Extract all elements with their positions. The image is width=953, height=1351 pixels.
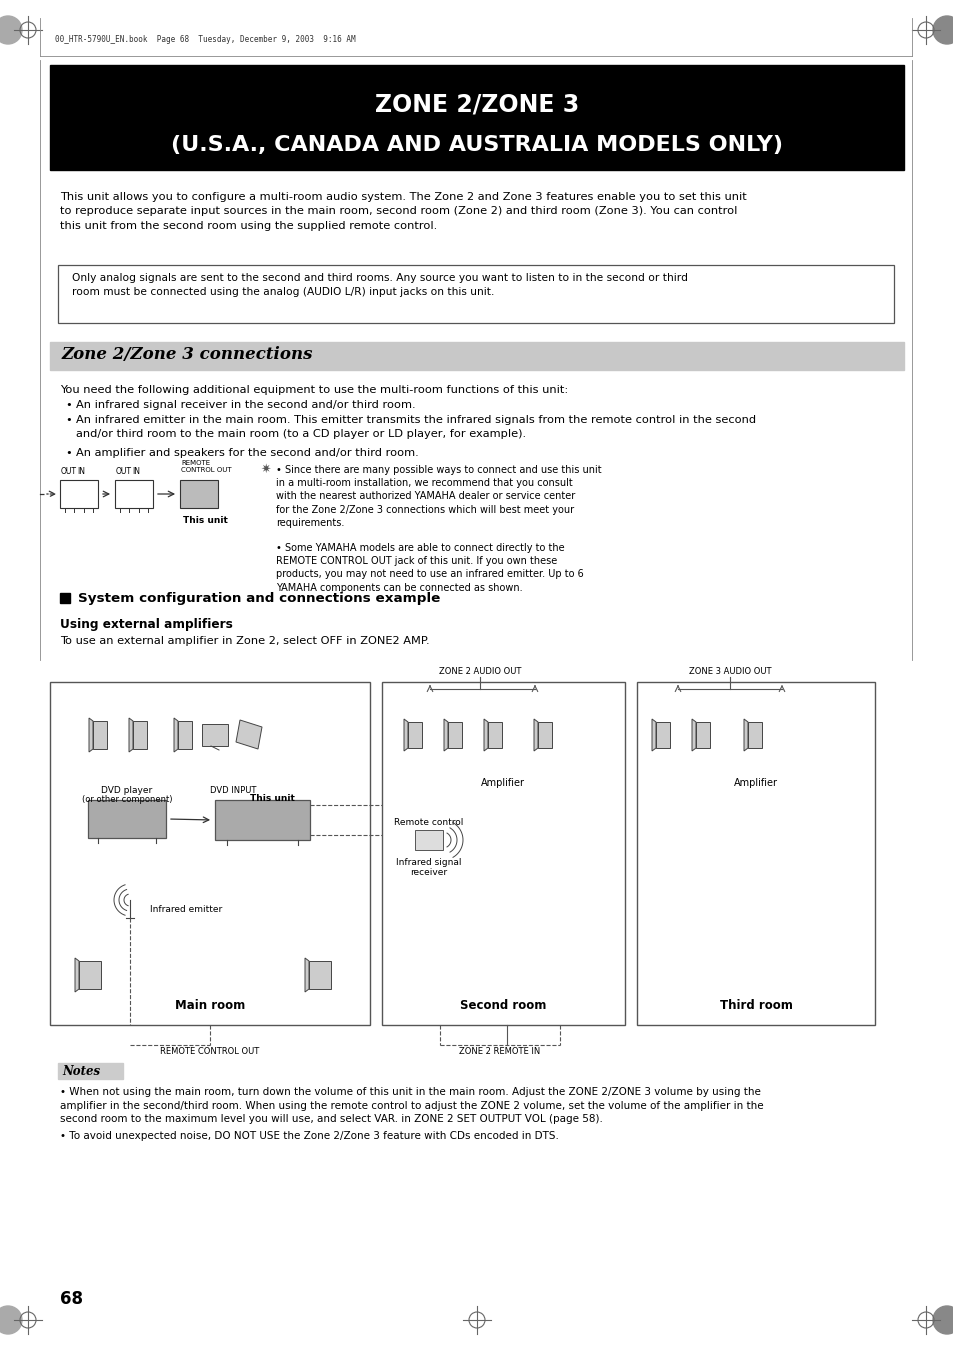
Text: You need the following additional equipment to use the multi-room functions of t: You need the following additional equipm… — [60, 385, 568, 394]
Circle shape — [0, 16, 22, 45]
Bar — [214, 800, 310, 840]
Text: Infrared signal
receiver: Infrared signal receiver — [395, 858, 461, 877]
Bar — [60, 480, 98, 508]
Polygon shape — [235, 720, 262, 748]
Text: ✷: ✷ — [260, 463, 271, 476]
Text: System configuration and connections example: System configuration and connections exa… — [78, 592, 440, 605]
Polygon shape — [89, 717, 92, 753]
Bar — [202, 724, 228, 746]
Text: This unit: This unit — [250, 794, 294, 802]
Text: IN: IN — [77, 467, 85, 476]
Text: Remote control: Remote control — [394, 817, 463, 827]
Text: An infrared signal receiver in the second and/or third room.: An infrared signal receiver in the secon… — [76, 400, 416, 409]
Text: ZONE 2/ZONE 3: ZONE 2/ZONE 3 — [375, 93, 578, 118]
Circle shape — [932, 1306, 953, 1333]
Text: This unit allows you to configure a multi-room audio system. The Zone 2 and Zone: This unit allows you to configure a mult… — [60, 192, 746, 231]
Text: OUT: OUT — [61, 467, 77, 476]
Text: Using external amplifiers: Using external amplifiers — [60, 617, 233, 631]
Bar — [60, 593, 70, 603]
Text: Infrared emitter: Infrared emitter — [150, 905, 222, 915]
Text: To use an external amplifier in Zone 2, select OFF in ZONE2 AMP.: To use an external amplifier in Zone 2, … — [60, 636, 429, 646]
Bar — [115, 480, 152, 508]
Text: •: • — [65, 400, 71, 409]
Bar — [537, 721, 552, 748]
Circle shape — [932, 16, 953, 45]
Bar — [448, 721, 461, 748]
Polygon shape — [651, 719, 656, 751]
Text: IN: IN — [132, 467, 140, 476]
Text: OUT: OUT — [116, 467, 132, 476]
Polygon shape — [75, 958, 79, 992]
Text: (U.S.A., CANADA AND AUSTRALIA MODELS ONLY): (U.S.A., CANADA AND AUSTRALIA MODELS ONL… — [171, 135, 782, 155]
Text: Amplifier: Amplifier — [480, 778, 524, 788]
Bar — [180, 480, 218, 508]
Bar — [58, 1063, 123, 1079]
Text: DVD INPUT: DVD INPUT — [210, 786, 256, 794]
Text: 68: 68 — [60, 1290, 83, 1308]
Bar — [488, 721, 501, 748]
Text: ZONE 2 REMOTE IN: ZONE 2 REMOTE IN — [459, 1047, 540, 1056]
Text: ZONE 3 AUDIO OUT: ZONE 3 AUDIO OUT — [688, 667, 770, 676]
Text: • Some YAMAHA models are able to connect directly to the
REMOTE CONTROL OUT jack: • Some YAMAHA models are able to connect… — [275, 543, 583, 593]
Text: Second room: Second room — [459, 998, 546, 1012]
Text: • Since there are many possible ways to connect and use this unit
in a multi-roo: • Since there are many possible ways to … — [275, 465, 601, 528]
Polygon shape — [305, 958, 309, 992]
Text: Zone 2/Zone 3 connections: Zone 2/Zone 3 connections — [62, 346, 314, 363]
Polygon shape — [483, 719, 488, 751]
Bar — [656, 721, 669, 748]
Polygon shape — [691, 719, 696, 751]
Bar — [415, 830, 442, 850]
Text: •: • — [65, 449, 71, 458]
Polygon shape — [403, 719, 408, 751]
Bar — [747, 721, 761, 748]
Text: Amplifier: Amplifier — [733, 778, 778, 788]
Text: An amplifier and speakers for the second and/or third room.: An amplifier and speakers for the second… — [76, 449, 418, 458]
Bar — [88, 800, 166, 838]
Text: (or other component): (or other component) — [82, 794, 172, 804]
Bar — [58, 265, 893, 323]
Polygon shape — [443, 719, 448, 751]
Circle shape — [0, 1306, 22, 1333]
Text: •: • — [65, 415, 71, 426]
Text: Only analog signals are sent to the second and third rooms. Any source you want : Only analog signals are sent to the seco… — [71, 273, 687, 297]
Text: ZONE 2 AUDIO OUT: ZONE 2 AUDIO OUT — [438, 667, 520, 676]
Text: Notes: Notes — [62, 1065, 100, 1078]
Text: This unit: This unit — [183, 516, 228, 526]
Bar — [50, 342, 903, 370]
Polygon shape — [173, 717, 178, 753]
Text: 00_HTR-5790U_EN.book  Page 68  Tuesday, December 9, 2003  9:16 AM: 00_HTR-5790U_EN.book Page 68 Tuesday, De… — [55, 35, 355, 45]
Bar — [50, 682, 370, 1025]
Text: • When not using the main room, turn down the volume of this unit in the main ro: • When not using the main room, turn dow… — [60, 1088, 762, 1124]
Text: REMOTE CONTROL OUT: REMOTE CONTROL OUT — [160, 1047, 259, 1056]
Polygon shape — [534, 719, 537, 751]
Bar — [309, 961, 331, 989]
Polygon shape — [743, 719, 747, 751]
Bar — [408, 721, 421, 748]
Bar — [637, 682, 874, 1025]
Bar — [178, 721, 192, 748]
Bar — [92, 721, 107, 748]
Text: Main room: Main room — [174, 998, 245, 1012]
Text: An infrared emitter in the main room. This emitter transmits the infrared signal: An infrared emitter in the main room. Th… — [76, 415, 756, 439]
Bar — [381, 682, 624, 1025]
Text: • To avoid unexpected noise, DO NOT USE the Zone 2/Zone 3 feature with CDs encod: • To avoid unexpected noise, DO NOT USE … — [60, 1131, 558, 1142]
Text: REMOTE
CONTROL OUT: REMOTE CONTROL OUT — [181, 459, 232, 473]
Polygon shape — [129, 717, 132, 753]
Text: Third room: Third room — [719, 998, 792, 1012]
Bar — [132, 721, 147, 748]
Bar — [696, 721, 709, 748]
Text: DVD player: DVD player — [101, 786, 152, 794]
Bar — [79, 961, 101, 989]
Bar — [50, 65, 903, 170]
